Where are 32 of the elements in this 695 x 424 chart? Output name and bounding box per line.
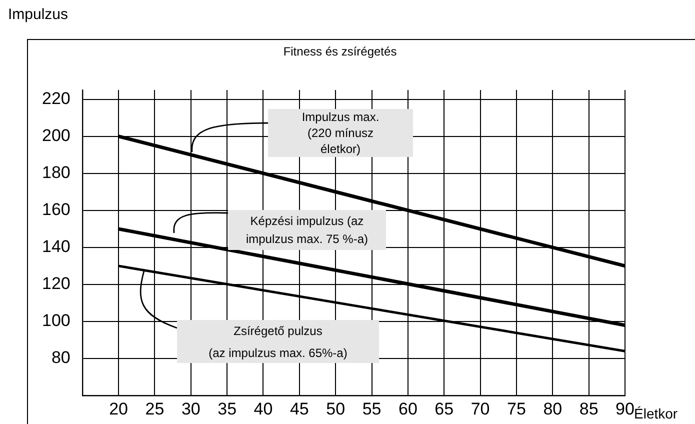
y-tick-label: 220 [42,88,70,108]
y-tick-label: 160 [42,200,70,220]
y-axis-title: Impulzus [8,6,68,24]
x-tick-label: 30 [181,399,200,418]
chart-title: Fitness és zsírégetés [283,44,397,58]
x-tick-label: 55 [362,399,382,418]
y-tick-label: 140 [42,237,70,256]
x-tick-label: 35 [218,399,237,418]
y-tick-label: 120 [42,274,70,294]
y-tick-label: 100 [42,311,70,330]
x-tick-label: 25 [145,399,164,418]
x-tick-label: 80 [543,399,562,418]
callout-box: Impulzus max. (220 mínusz életkor) [268,109,413,157]
y-tick-label: 180 [42,163,70,182]
x-tick-label: 40 [254,399,273,418]
x-tick-label: 70 [470,399,490,418]
x-tick-label: 85 [579,399,598,418]
x-tick-label: 65 [434,399,454,418]
x-tick-label: 90 [616,399,634,418]
x-axis-title: Életkor [634,405,678,422]
annotation: Impulzus max. (220 mínusz életkor) [302,109,380,157]
x-tick-label: 60 [398,399,418,418]
annotation: Képzési impulzus (az impulzus max. 75 %-a) [246,213,368,248]
x-tick-label: 20 [109,399,128,418]
y-tick-label: 80 [51,348,70,368]
callout-box: Zsírégető pulzus (az impulzus max. 65%-a) [177,320,379,363]
callout-box: Képzési impulzus (az impulzus max. 75 %-a) [228,210,386,250]
x-tick-label: 50 [326,399,346,418]
y-tick-label: 200 [42,126,70,145]
annotation: Zsírégető pulzus (az impulzus max. 65%-a) [208,322,348,362]
x-tick-label: 75 [507,399,526,418]
x-tick-label: 45 [290,399,309,418]
